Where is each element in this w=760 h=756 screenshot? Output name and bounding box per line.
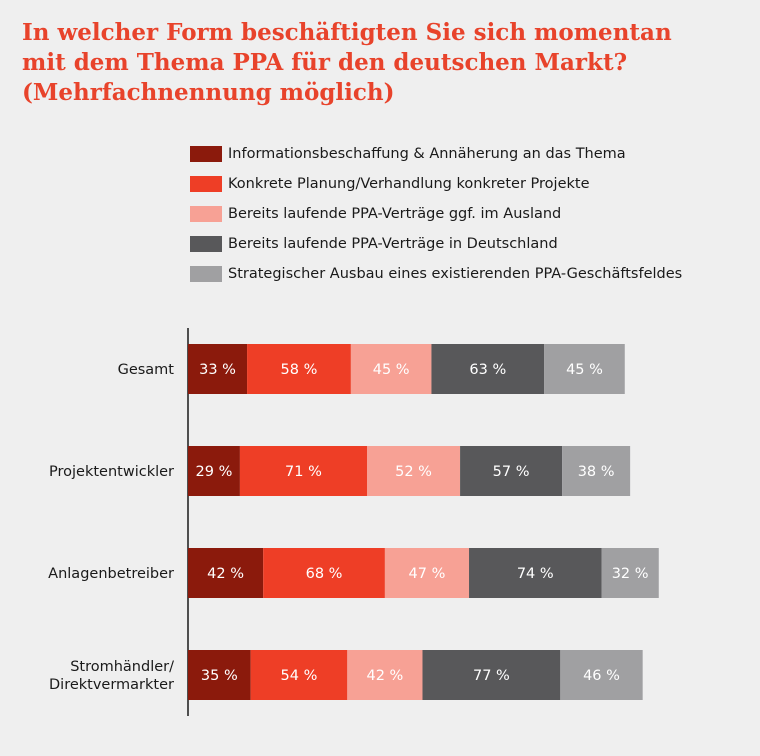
legend-item-4: Bereits laufende PPA-Verträge in Deutsch… (190, 229, 682, 259)
data-label: 63 % (469, 362, 506, 378)
bar-segment (188, 344, 248, 394)
category-label-line: Stromhändler/ (70, 659, 174, 675)
chart-legend: Informationsbeschaffung & Annäherung an … (190, 139, 682, 289)
category-label: Anlagenbetreiber (48, 566, 174, 582)
chart-title-line-1: In welcher Form beschäftigten Sie sich m… (22, 19, 672, 46)
data-label: 58 % (281, 362, 318, 378)
category-label-line: Anlagenbetreiber (48, 566, 174, 582)
category-label-line: Direktvermarkter (49, 677, 174, 693)
bar-segment (422, 650, 561, 700)
bar-segment (384, 548, 470, 598)
data-label: 77 % (473, 668, 510, 684)
legend-item-3: Bereits laufende PPA-Verträge ggf. im Au… (190, 199, 682, 229)
bar-segment (431, 344, 545, 394)
data-label: 42 % (366, 668, 403, 684)
legend-swatch-2 (190, 176, 222, 192)
legend-label-4: Bereits laufende PPA-Verträge in Deutsch… (228, 236, 558, 252)
legend-swatch-1 (190, 146, 222, 162)
chart-title: In welcher Form beschäftigten Sie sich m… (22, 18, 722, 108)
chart-title-line-3: (Mehrfachnennung möglich) (22, 79, 395, 106)
category-label-line: Projektentwickler (49, 464, 174, 480)
legend-swatch-4 (190, 236, 222, 252)
data-label: 32 % (612, 566, 649, 582)
bar-segment (188, 446, 240, 496)
bar-segment (469, 548, 602, 598)
legend-label-2: Konkrete Planung/Verhandlung konkreter P… (228, 176, 590, 192)
bar-segment (263, 548, 385, 598)
legend-item-1: Informationsbeschaffung & Annäherung an … (190, 139, 682, 169)
category-label: Gesamt (118, 362, 175, 378)
bar-segment (544, 344, 625, 394)
data-label: 74 % (517, 566, 554, 582)
data-label: 45 % (373, 362, 410, 378)
legend-item-2: Konkrete Planung/Verhandlung konkreter P… (190, 169, 682, 199)
bar-segment (247, 344, 351, 394)
category-label-line: Gesamt (118, 362, 175, 378)
data-label: 38 % (578, 464, 615, 480)
legend-label-1: Informationsbeschaffung & Annäherung an … (228, 146, 626, 162)
data-label: 33 % (199, 362, 236, 378)
data-label: 52 % (395, 464, 432, 480)
data-label: 35 % (201, 668, 238, 684)
bar-segment (188, 548, 264, 598)
data-label: 29 % (196, 464, 233, 480)
category-label: Projektentwickler (49, 464, 174, 480)
data-label: 71 % (285, 464, 322, 480)
stacked-bar-chart: Gesamt 33 % 58 % 45 % 63 % 45 % Projektentwick… (48, 328, 659, 716)
bar-segment (560, 650, 643, 700)
data-label: 68 % (306, 566, 343, 582)
bar-segment (347, 650, 423, 700)
legend-swatch-5 (190, 266, 222, 282)
bar-segment (601, 548, 659, 598)
legend-label-5: Strategischer Ausbau eines existierenden… (228, 266, 683, 282)
bar-segment (460, 446, 563, 496)
bar-segment (350, 344, 432, 394)
legend-item-5: Strategischer Ausbau eines existierenden… (190, 259, 682, 289)
data-label: 57 % (493, 464, 530, 480)
legend-label-3: Bereits laufende PPA-Verträge ggf. im Au… (228, 206, 562, 222)
bar-segment (367, 446, 461, 496)
data-label: 54 % (281, 668, 318, 684)
bar-segment (562, 446, 631, 496)
data-label: 42 % (207, 566, 244, 582)
bar-segment (250, 650, 348, 700)
legend-swatch-3 (190, 206, 222, 222)
bar-segment (239, 446, 367, 496)
data-label: 45 % (566, 362, 603, 378)
bar-segment (188, 650, 251, 700)
chart-title-line-2: mit dem Thema PPA für den deutschen Mark… (22, 49, 628, 76)
data-label: 46 % (583, 668, 620, 684)
category-label: Stromhändler/Direktvermarkter (49, 659, 174, 693)
data-label: 47 % (409, 566, 446, 582)
